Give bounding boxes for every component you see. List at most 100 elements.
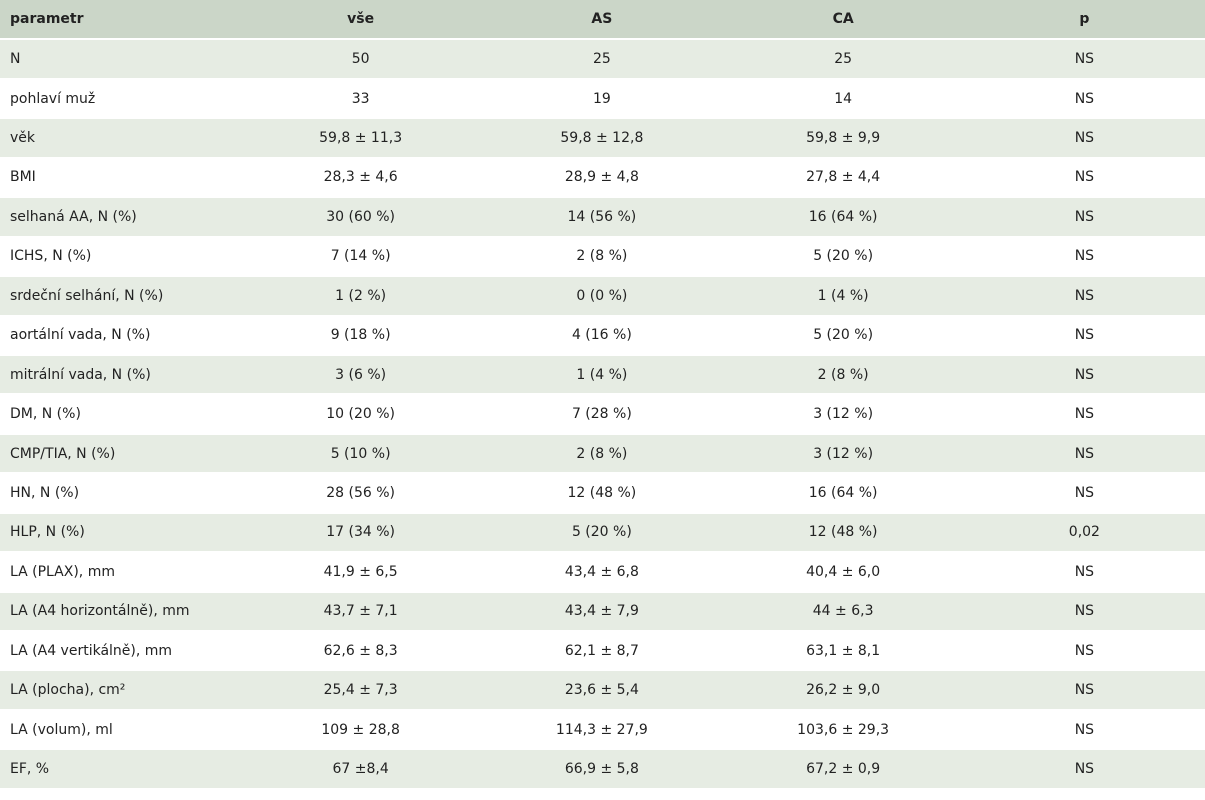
table-row: HN, N (%) 28 (56 %) 12 (48 %) 16 (64 %) NS — [0, 473, 1205, 514]
cell: 1 (4 %) — [481, 354, 723, 396]
table-row: LA (A4 vertikálně), mm 62,6 ± 8,3 62,1 ± 8… — [0, 631, 1205, 672]
header-cell: p — [963, 0, 1205, 41]
cell: 43,7 ± 7,1 — [240, 591, 482, 633]
cell: 14 (56 %) — [481, 197, 723, 238]
cell: 12 (48 %) — [722, 512, 964, 554]
cell: 62,6 ± 8,3 — [240, 631, 482, 672]
cell: 2 (8 %) — [722, 354, 964, 396]
cell: 66,9 ± 5,8 — [481, 749, 723, 790]
cell: 67 ±8,4 — [240, 749, 482, 790]
cell: 28 (56 %) — [240, 473, 482, 514]
table-row: pohlaví muž 33 19 14 NS — [0, 78, 1205, 120]
row-label: srdeční selhání, N (%) — [0, 276, 240, 317]
cell: 0,02 — [963, 512, 1205, 554]
row-label: selhaná AA, N (%) — [0, 197, 240, 238]
row-label: aortální vada, N (%) — [0, 315, 240, 356]
cell: NS — [963, 749, 1205, 790]
cell: 41,9 ± 6,5 — [240, 552, 482, 593]
table-row: ICHS, N (%) 7 (14 %) 2 (8 %) 5 (20 %) NS — [0, 236, 1205, 278]
table-header: parametr vše AS CA p — [0, 0, 1205, 41]
cell: 40,4 ± 6,0 — [722, 552, 964, 593]
table-row: věk 59,8 ± 11,3 59,8 ± 12,8 59,8 ± 9,9 NS — [0, 118, 1205, 159]
cell: 28,3 ± 4,6 — [240, 157, 482, 199]
cell: 59,8 ± 11,3 — [240, 118, 482, 159]
cell: 67,2 ± 0,9 — [722, 749, 964, 790]
row-label: EF, % — [0, 749, 240, 790]
cell: 5 (20 %) — [722, 315, 964, 356]
cell: 3 (12 %) — [722, 433, 964, 475]
table-row: LA (plocha), cm² 25,4 ± 7,3 23,6 ± 5,4 26,2… — [0, 670, 1205, 711]
cell: 25,4 ± 7,3 — [240, 670, 482, 711]
cell: 3 (12 %) — [722, 394, 964, 435]
cell: 0 (0 %) — [481, 276, 723, 317]
cell: 43,4 ± 7,9 — [481, 591, 723, 633]
header-row: parametr vše AS CA p — [0, 0, 1205, 41]
cell: 7 (28 %) — [481, 394, 723, 435]
table-row: N 50 25 25 NS — [0, 39, 1205, 80]
cell: 28,9 ± 4,8 — [481, 157, 723, 199]
cell: 26,2 ± 9,0 — [722, 670, 964, 711]
table-row: CMP/TIA, N (%) 5 (10 %) 2 (8 %) 3 (12 %) NS — [0, 433, 1205, 475]
cell: 62,1 ± 8,7 — [481, 631, 723, 672]
cell: 114,3 ± 27,9 — [481, 709, 723, 751]
cell: 30 (60 %) — [240, 197, 482, 238]
table-body: N 50 25 25 NS pohlaví muž 33 19 14 NS věk 59,8 ± 11… — [0, 39, 1205, 790]
cell: NS — [963, 631, 1205, 672]
cell: NS — [963, 394, 1205, 435]
cell: 59,8 ± 9,9 — [722, 118, 964, 159]
cell: 7 (14 %) — [240, 236, 482, 278]
cell: 1 (2 %) — [240, 276, 482, 317]
row-label: LA (PLAX), mm — [0, 552, 240, 593]
cell: 1 (4 %) — [722, 276, 964, 317]
row-label: LA (A4 vertikálně), mm — [0, 631, 240, 672]
cell: 19 — [481, 78, 723, 120]
row-label: LA (A4 horizontálně), mm — [0, 591, 240, 633]
cell: NS — [963, 39, 1205, 80]
cell: 25 — [722, 39, 964, 80]
cell: 50 — [240, 39, 482, 80]
cell: 4 (16 %) — [481, 315, 723, 356]
row-label: HLP, N (%) — [0, 512, 240, 554]
cell: 63,1 ± 8,1 — [722, 631, 964, 672]
header-cell: AS — [481, 0, 723, 41]
cell: 3 (6 %) — [240, 354, 482, 396]
cell: 59,8 ± 12,8 — [481, 118, 723, 159]
table-row: EF, % 67 ±8,4 66,9 ± 5,8 67,2 ± 0,9 NS — [0, 749, 1205, 790]
row-label: ICHS, N (%) — [0, 236, 240, 278]
cell: 43,4 ± 6,8 — [481, 552, 723, 593]
row-label: CMP/TIA, N (%) — [0, 433, 240, 475]
header-cell: parametr — [0, 0, 240, 41]
cell: 25 — [481, 39, 723, 80]
cell: NS — [963, 473, 1205, 514]
table-row: LA (PLAX), mm 41,9 ± 6,5 43,4 ± 6,8 40,4 ± … — [0, 552, 1205, 593]
header-cell: vše — [240, 0, 482, 41]
table-row: selhaná AA, N (%) 30 (60 %) 14 (56 %) 16 (6… — [0, 197, 1205, 238]
row-label: HN, N (%) — [0, 473, 240, 514]
cell: 16 (64 %) — [722, 473, 964, 514]
row-label: BMI — [0, 157, 240, 199]
row-label: pohlaví muž — [0, 78, 240, 120]
row-label: LA (plocha), cm² — [0, 670, 240, 711]
cell: 5 (10 %) — [240, 433, 482, 475]
cell: NS — [963, 78, 1205, 120]
cell: 5 (20 %) — [722, 236, 964, 278]
table-row: aortální vada, N (%) 9 (18 %) 4 (16 %) 5 (2… — [0, 315, 1205, 356]
cell: 33 — [240, 78, 482, 120]
cell: NS — [963, 433, 1205, 475]
cell: 103,6 ± 29,3 — [722, 709, 964, 751]
cell: 16 (64 %) — [722, 197, 964, 238]
row-label: N — [0, 39, 240, 80]
cell: 44 ± 6,3 — [722, 591, 964, 633]
cell: 2 (8 %) — [481, 433, 723, 475]
cell: 109 ± 28,8 — [240, 709, 482, 751]
cell: NS — [963, 670, 1205, 711]
cell: NS — [963, 276, 1205, 317]
cell: 9 (18 %) — [240, 315, 482, 356]
cell: NS — [963, 591, 1205, 633]
row-label: mitrální vada, N (%) — [0, 354, 240, 396]
cell: 27,8 ± 4,4 — [722, 157, 964, 199]
cell: NS — [963, 118, 1205, 159]
row-label: DM, N (%) — [0, 394, 240, 435]
